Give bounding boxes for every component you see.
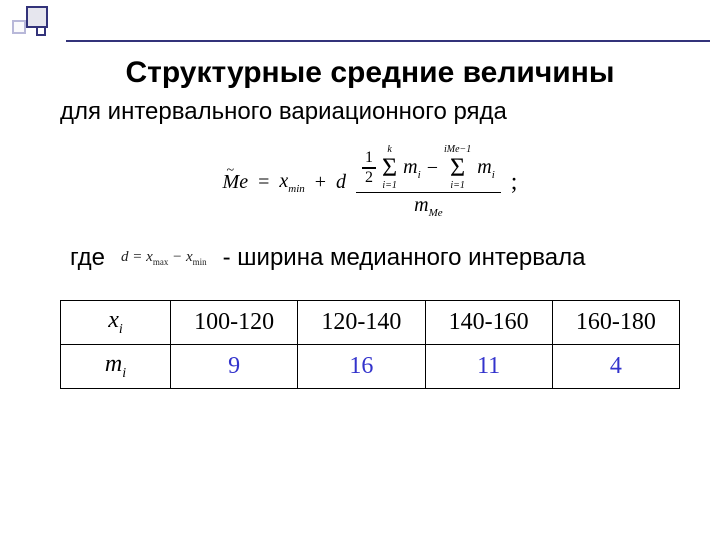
frequency-table: xi 100-120 120-140 140-160 160-180 mi 9 … <box>60 300 680 389</box>
table-cell: 9 <box>171 344 298 388</box>
page-title: Структурные средние величины <box>60 56 680 90</box>
table-cell: 140-160 <box>425 301 552 345</box>
table-cell: 100-120 <box>171 301 298 345</box>
corner-decoration <box>8 6 68 44</box>
table-cell: 160-180 <box>552 301 679 345</box>
row-header-m: mi <box>61 344 171 388</box>
where-label: где <box>70 244 105 272</box>
page-subtitle: для интервального вариационного ряда <box>60 98 680 126</box>
table-cell: 4 <box>552 344 679 388</box>
top-rule <box>66 40 710 42</box>
median-formula: ~ Me = xmin + d 1 2 k Σ i=1 mi − <box>60 144 680 220</box>
table-cell: 11 <box>425 344 552 388</box>
table-row: xi 100-120 120-140 140-160 160-180 <box>61 301 680 345</box>
table-row: mi 9 16 11 4 <box>61 344 680 388</box>
row-header-x: xi <box>61 301 171 345</box>
table-cell: 16 <box>298 344 425 388</box>
d-definition: d = xmax − xmin <box>121 249 207 267</box>
table-cell: 120-140 <box>298 301 425 345</box>
interval-width-desc: - ширина медианного интервала <box>223 244 586 272</box>
where-definition: где d = xmax − xmin - ширина медианного … <box>70 244 680 272</box>
